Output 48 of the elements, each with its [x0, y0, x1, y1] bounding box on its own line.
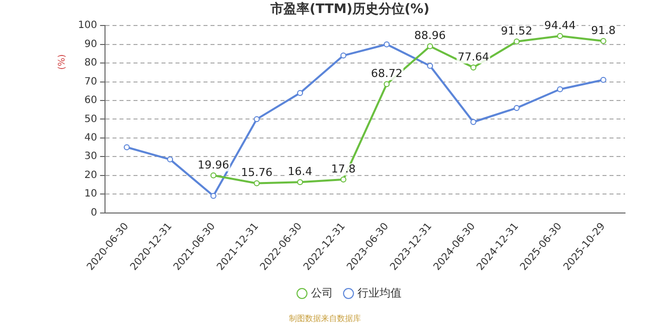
- point: [210, 172, 216, 178]
- data-label: 77.64: [458, 50, 490, 64]
- y-axis-title: (%): [57, 54, 68, 70]
- point: [124, 144, 130, 150]
- point: [600, 76, 606, 83]
- data-label: 17.8: [331, 162, 356, 176]
- point: [297, 90, 304, 96]
- y-tick-label: 100: [78, 20, 98, 32]
- y-tick-label: 40: [84, 132, 98, 144]
- point: [254, 116, 260, 122]
- y-tick-label: 80: [84, 58, 98, 69]
- point: [167, 156, 174, 162]
- legend-label: 行业均值: [358, 286, 402, 300]
- data-label: 19.96: [198, 158, 230, 172]
- point: [600, 38, 606, 44]
- y-tick-label: 0: [90, 207, 98, 218]
- data-label: 91.52: [500, 24, 532, 38]
- point: [254, 180, 260, 186]
- point: [514, 38, 520, 44]
- chart-title: 市盈率(TTM)历史分位(%): [270, 1, 430, 18]
- y-tick-label: 20: [84, 170, 98, 181]
- data-label: 94.44: [544, 18, 576, 32]
- point: [514, 104, 520, 111]
- text: 制图数据来自数据库: [289, 314, 361, 324]
- point: [427, 62, 434, 69]
- point: [340, 52, 346, 59]
- data-label: 88.96: [414, 29, 446, 42]
- data-label: 68.72: [370, 67, 402, 80]
- legend-label: 公司: [311, 286, 333, 300]
- point: [557, 86, 564, 92]
- y-tick-label: 70: [84, 76, 98, 88]
- y-tick-label: 10: [84, 188, 98, 200]
- y-tick-label: 50: [84, 114, 98, 125]
- point: [340, 176, 346, 182]
- point: [384, 41, 390, 48]
- point: [210, 192, 216, 199]
- point: [297, 179, 304, 186]
- point: [470, 118, 476, 125]
- data-label: 16.4: [288, 164, 312, 178]
- y-tick-label: 30: [84, 151, 98, 162]
- point: [427, 43, 434, 50]
- point: [384, 81, 390, 88]
- y-tick-label: 60: [84, 95, 98, 106]
- point: [470, 64, 476, 70]
- data-label: 91.8: [591, 24, 616, 37]
- y-tick-label: 90: [84, 38, 98, 50]
- point: [557, 33, 564, 40]
- data-label: 15.76: [240, 166, 272, 180]
